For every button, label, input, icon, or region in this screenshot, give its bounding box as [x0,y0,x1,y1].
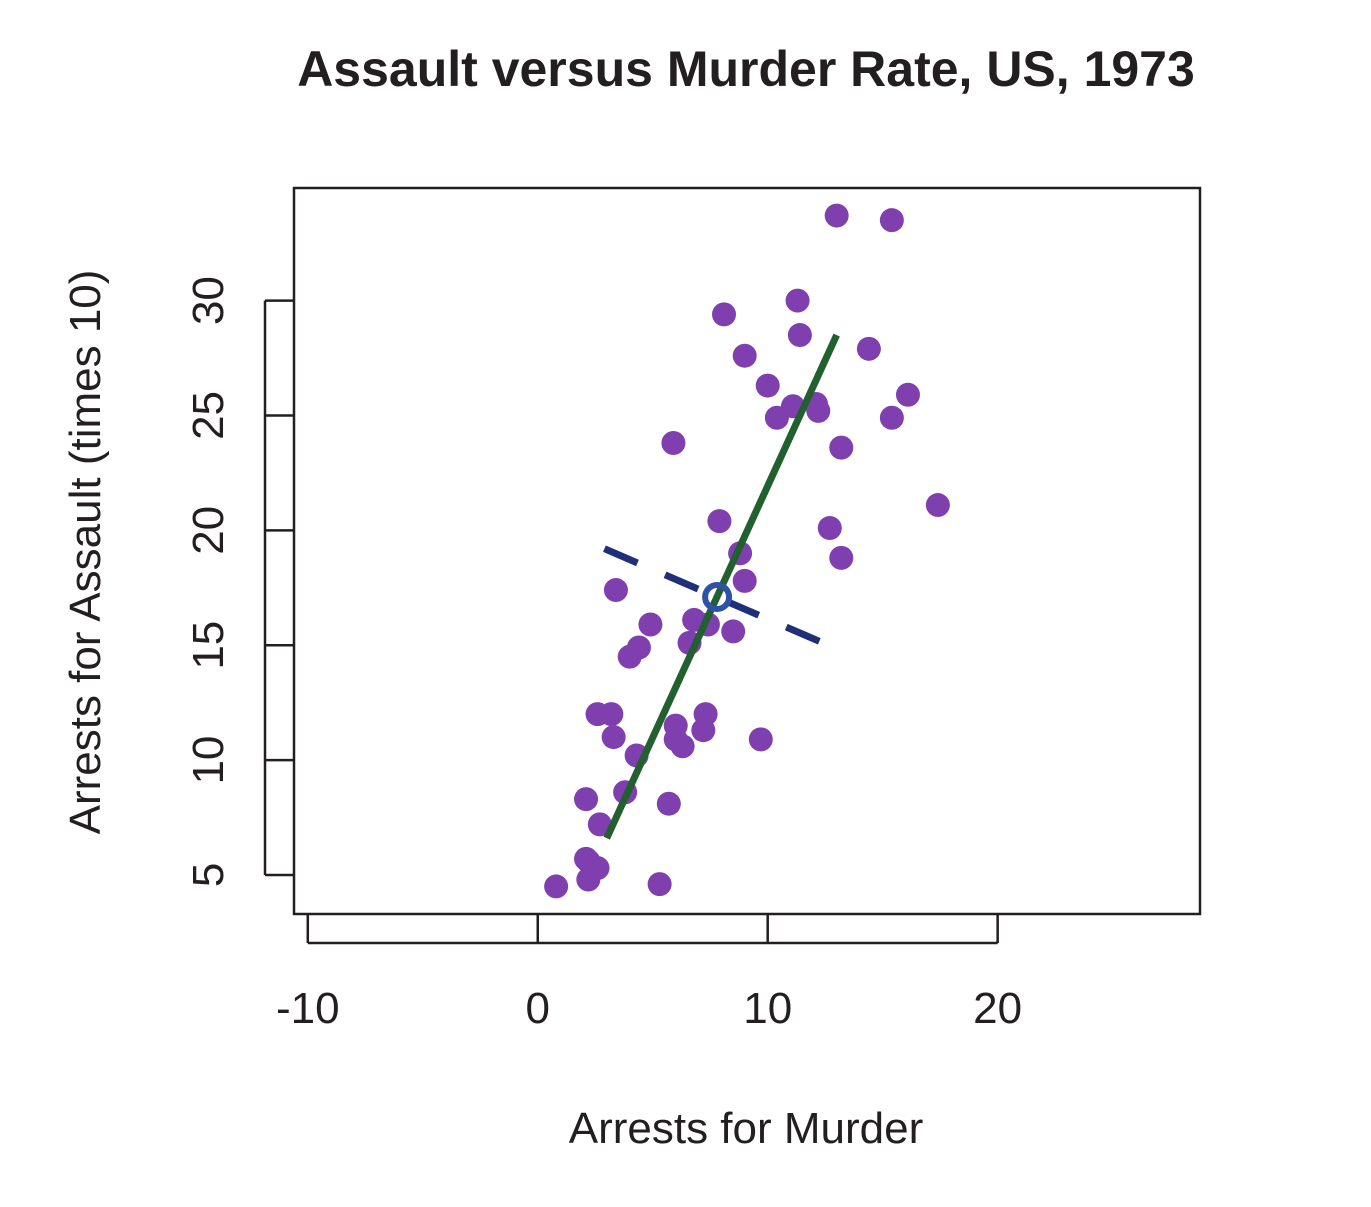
x-tick-label: -10 [276,984,340,1033]
data-point [829,545,854,570]
data-point [647,872,672,897]
data-point [824,203,849,228]
data-point [544,874,569,899]
chart-title: Assault versus Murder Rate, US, 1973 [297,41,1195,97]
data-points [544,203,950,899]
x-tick-label: 20 [973,984,1022,1033]
data-point [693,702,718,727]
data-point [656,791,681,816]
mean-point-marker [702,581,733,612]
data-point [599,702,624,727]
data-point [856,336,881,361]
data-point [829,435,854,460]
data-point [585,856,610,881]
y-tick-label: 15 [184,621,233,670]
x-axis: -10 0 10 20 [276,913,1022,1033]
data-point [670,734,695,759]
y-tick-label: 20 [184,506,233,555]
data-point [879,405,904,430]
data-point [925,493,950,518]
x-tick-label: 0 [526,984,550,1033]
data-point [817,516,842,541]
data-point [785,288,810,313]
data-point [787,323,812,348]
y-axis-label: Arrests for Assault (times 10) [61,270,110,835]
data-point [587,812,612,837]
y-tick-label: 25 [184,391,233,440]
data-point [601,725,626,750]
data-point [617,644,642,669]
x-tick-label: 10 [743,984,792,1033]
data-point [732,343,757,368]
data-point [732,568,757,593]
data-point [661,431,686,456]
perpendicular-dashed-line [603,545,841,654]
y-tick-label: 10 [184,736,233,785]
data-point [879,208,904,233]
y-tick-label: 30 [184,276,233,325]
data-point [707,509,732,534]
x-axis-label: Arrests for Murder [569,1104,924,1153]
data-point [721,619,746,644]
plot-frame [292,186,1202,916]
y-tick-label: 5 [184,863,233,887]
data-point [895,382,920,407]
data-point [603,578,628,603]
overlays [603,333,841,840]
y-axis: 5 10 15 20 25 30 [184,276,294,887]
data-point [574,787,599,812]
data-point [806,398,831,423]
data-point [755,373,780,398]
data-point [712,302,737,327]
data-point [748,727,773,752]
data-point [638,612,663,637]
